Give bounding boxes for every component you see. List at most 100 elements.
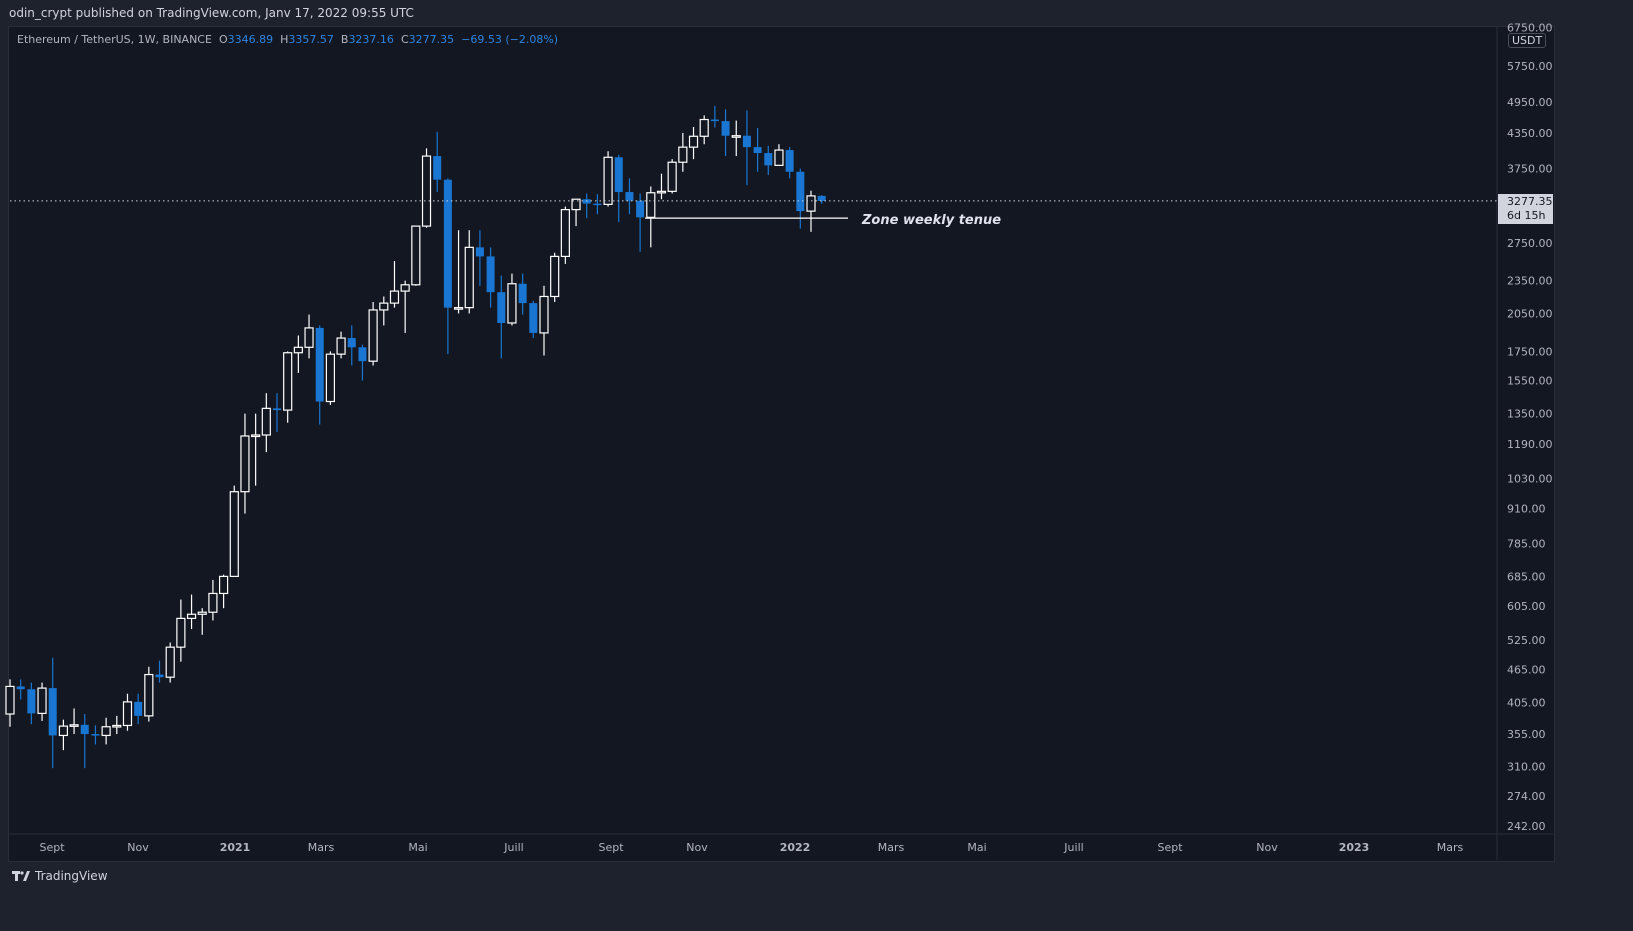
price-tick-label: 2050.00 [1507,307,1553,320]
candle-up [464,246,474,309]
candle-down [475,247,484,257]
time-tick-label: Sept [39,841,65,854]
candle-down [764,153,773,166]
price-tick-label: 605.00 [1507,600,1546,613]
candle-down [582,199,591,204]
candle-down [721,121,730,136]
candle-down [155,674,164,678]
time-tick-label: Juill [503,841,523,854]
candle-down [817,195,826,201]
open-label: O [218,33,228,46]
close-label: C [400,33,409,46]
candle-down [614,157,623,193]
price-tick-label: 4950.00 [1507,96,1553,109]
candle-up [453,307,464,310]
candle-down [16,686,25,690]
candle-up [37,687,47,714]
candle-down [48,688,57,736]
candle-up [560,209,570,258]
price-tick-label: 274.00 [1507,790,1546,803]
price-tick-label: 405.00 [1507,696,1546,709]
candle-up [5,685,15,715]
bar-countdown: 6d 15h [1507,209,1546,222]
candle-down [796,171,805,212]
symbol-name: Ethereum / TetherUS, 1W, BINANCE [17,33,212,46]
price-tick-label: 5750.00 [1507,60,1553,73]
candle-down [273,408,281,411]
candle-up [122,701,133,727]
candle-down [134,701,143,716]
candle-down [443,179,452,308]
price-tick-label: 1350.00 [1507,408,1553,421]
candle-down [593,203,602,206]
candle-up [112,724,122,728]
price-tick-label: 242.00 [1507,820,1546,833]
time-tick-label: Nov [1256,841,1278,854]
candle-up [539,295,549,334]
time-tick-label: Juill [1063,841,1083,854]
candle-up [69,724,79,727]
candle-up [688,135,699,148]
price-tick-label: 1190.00 [1507,438,1553,451]
price-tick-label: 4350.00 [1507,127,1553,140]
currency-button[interactable]: USDT [1508,33,1547,48]
candle-down [529,303,538,333]
candle-down [710,119,719,122]
candle-up [144,673,154,717]
candle-up [411,225,421,286]
price-tick-label: 910.00 [1507,502,1546,515]
candle-up [774,149,784,166]
candle-up [293,346,303,354]
candle-up [283,352,293,411]
candle-up [197,611,207,615]
candle-down [742,135,751,148]
candle-up [219,575,229,595]
candle-up [400,284,410,292]
candle-down [315,327,324,402]
last-price-label: 3277.35 6d 15h [1498,194,1553,224]
candle-up [646,192,656,218]
open-value: 3346.89 [227,33,274,46]
time-tick-label: Mars [308,841,335,854]
candle-up [571,198,581,211]
footer: TradingView [12,869,108,883]
time-tick-label: Nov [686,841,708,854]
candle-up [336,337,346,355]
candle-up [806,195,816,212]
price-tick-label: 465.00 [1507,663,1546,676]
candle-up [304,327,314,348]
candle-down [625,192,634,201]
candle-down [486,256,495,293]
candle-up [186,613,197,619]
price-tick-label: 1550.00 [1507,374,1553,387]
time-tick-label: Sept [598,841,624,854]
candle-down [347,338,356,348]
low-label: B [340,33,349,46]
price-tick-label: 310.00 [1507,761,1546,774]
candle-down [27,689,36,714]
candle-up [368,309,378,362]
candle-up [550,255,560,298]
time-tick-label: 2023 [1339,841,1370,854]
time-tick-label: Sept [1157,841,1183,854]
price-tick-label: 2350.00 [1507,275,1553,288]
candle-up [603,156,613,205]
price-tick-label: 785.00 [1507,538,1546,551]
time-tick-label: Nov [127,841,149,854]
candle-down [91,734,100,736]
candle-up [507,283,517,324]
candle-up [667,161,677,192]
candle-up [379,302,389,311]
price-tick-label: 6750.00 [1507,22,1553,35]
time-tick-label: Mai [408,841,427,854]
price-tick-label: 1030.00 [1507,473,1553,486]
published-header: odin_crypt published on TradingView.com,… [9,6,414,20]
candle-up [325,353,335,403]
tradingview-brand: TradingView [35,869,108,883]
symbol-legend: Ethereum / TetherUS, 1W, BINANCE O3346.8… [17,33,558,46]
candle-up [165,646,175,678]
time-tick-label: Mars [1437,841,1464,854]
price-tick-label: 355.00 [1507,728,1546,741]
candle-down [518,283,527,304]
